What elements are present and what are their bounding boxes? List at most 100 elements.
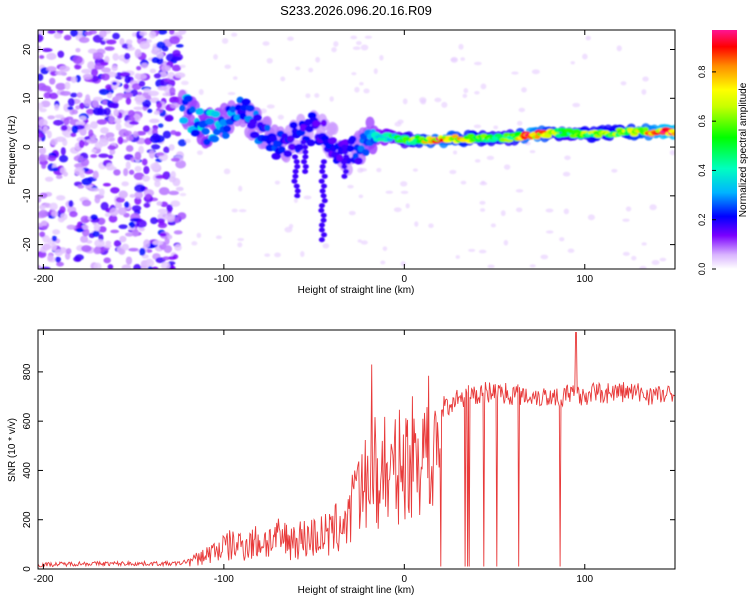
- heatmap-noise-cell: [110, 229, 120, 234]
- heatmap-y-tick-label: 0: [22, 144, 33, 150]
- heatmap-noise-cell: [84, 184, 94, 189]
- heatmap-noise-cell: [191, 241, 198, 246]
- heatmap-noise-cell: [49, 202, 58, 211]
- heatmap-noise-cell: [360, 44, 369, 51]
- heatmap-noise-cell: [78, 115, 87, 121]
- snr-y-axis-label: SNR (10 * v/v): [7, 418, 18, 482]
- heatmap-ridge-cell: [321, 198, 328, 204]
- heatmap-noise-cell: [71, 125, 79, 134]
- heatmap-noise-cell: [163, 146, 170, 154]
- heatmap-noise-cell: [196, 150, 203, 155]
- colorbar-label: Normalized spectral amplitude: [738, 82, 749, 217]
- heatmap-noise-cell: [102, 182, 111, 187]
- heatmap-noise-cell: [123, 168, 129, 177]
- heatmap-noise-cell: [428, 223, 434, 229]
- heatmap-noise-cell: [162, 92, 171, 97]
- heatmap-noise-cell: [379, 54, 384, 61]
- heatmap-ridge-cell: [264, 124, 271, 132]
- heatmap-noise-cell: [94, 239, 105, 248]
- heatmap-noise-cell: [85, 94, 91, 102]
- heatmap-noise-cell: [54, 104, 60, 111]
- heatmap-noise-cell: [38, 196, 42, 203]
- heatmap-noise-cell: [169, 87, 176, 95]
- heatmap-noise-cell: [103, 244, 112, 249]
- heatmap-noise-cell: [493, 125, 499, 130]
- heatmap-noise-cell: [60, 147, 66, 156]
- heatmap-noise-cell: [172, 49, 181, 57]
- heatmap-noise-cell: [125, 39, 133, 45]
- heatmap-noise-cell: [146, 95, 152, 101]
- heatmap-noise-cell: [649, 204, 657, 211]
- heatmap-noise-cell: [515, 207, 523, 213]
- heatmap-noise-cell: [119, 38, 125, 46]
- heatmap-noise-cell: [117, 136, 124, 145]
- heatmap-noise-cell: [80, 235, 89, 243]
- heatmap-noise-cell: [175, 43, 184, 48]
- heatmap-noise-cell: [515, 189, 524, 193]
- heatmap-y-tick-label: -10: [22, 188, 33, 203]
- heatmap-noise-cell: [54, 249, 64, 257]
- heatmap-noise-cell: [174, 244, 182, 252]
- heatmap-ridge-cell: [233, 113, 241, 121]
- heatmap-noise-cell: [131, 32, 137, 37]
- heatmap-noise-cell: [151, 133, 160, 141]
- heatmap-noise-cell: [458, 43, 464, 50]
- heatmap-noise-cell: [75, 47, 81, 53]
- heatmap-noise-cell: [149, 68, 157, 74]
- heatmap-noise-cell: [63, 34, 72, 41]
- heatmap-noise-cell: [529, 150, 536, 154]
- heatmap-noise-cell: [134, 184, 146, 193]
- heatmap-noise-cell: [157, 222, 168, 229]
- heatmap-noise-cell: [125, 256, 133, 265]
- heatmap-noise-cell: [639, 265, 647, 269]
- colorbar-tick-label: 0.8: [697, 66, 707, 79]
- snr-x-axis-label: Height of straight line (km): [298, 585, 415, 596]
- heatmap-noise-cell: [529, 264, 536, 268]
- heatmap-noise-cell: [105, 84, 113, 91]
- heatmap-ridge-cell: [354, 157, 363, 165]
- heatmap-noise-cell: [80, 158, 90, 167]
- heatmap-noise-cell: [81, 245, 92, 253]
- heatmap-noise-cell: [38, 156, 46, 162]
- heatmap-noise-cell: [651, 259, 660, 266]
- heatmap-noise-cell: [94, 195, 101, 204]
- heatmap-noise-cell: [121, 243, 129, 251]
- heatmap-noise-cell: [227, 92, 236, 96]
- heatmap-noise-cell: [159, 232, 167, 237]
- heatmap-noise-cell: [177, 212, 187, 220]
- heatmap-noise-cell: [118, 224, 128, 229]
- heatmap-ridge-cell: [294, 164, 301, 170]
- heatmap-ridge-cell: [302, 168, 309, 174]
- heatmap-noise-cell: [441, 101, 448, 108]
- heatmap-noise-cell: [92, 230, 100, 237]
- heatmap-ridge-cell: [301, 159, 308, 165]
- heatmap-noise-cell: [198, 89, 204, 95]
- heatmap-noise-cell: [67, 98, 75, 107]
- heatmap-noise-cell: [138, 80, 146, 87]
- heatmap-noise-cell: [51, 210, 58, 218]
- heatmap-noise-cell: [400, 190, 409, 194]
- heatmap-ridge-cell: [253, 114, 262, 122]
- heatmap-noise-cell: [224, 64, 231, 69]
- heatmap-noise-cell: [63, 117, 70, 126]
- heatmap-noise-cell: [38, 30, 45, 35]
- heatmap-noise-cell: [55, 136, 66, 143]
- heatmap-noise-cell: [75, 257, 82, 262]
- snr-x-tick-label: -200: [33, 574, 53, 585]
- heatmap-noise-cell: [47, 30, 56, 34]
- heatmap-noise-cell: [641, 242, 647, 246]
- heatmap-noise-cell: [94, 141, 103, 149]
- heatmap-noise-cell: [215, 235, 222, 240]
- heatmap-noise-cell: [174, 216, 180, 224]
- heatmap-noise-cell: [113, 240, 122, 247]
- heatmap-ridge-cell: [320, 212, 327, 218]
- heatmap-noise-cell: [175, 160, 187, 169]
- heatmap-noise-cell: [134, 151, 142, 160]
- heatmap-ridge-cell: [294, 143, 304, 151]
- heatmap-noise-cell: [625, 206, 632, 212]
- heatmap-noise-cell: [139, 247, 146, 256]
- heatmap-noise-cell: [121, 264, 132, 269]
- heatmap-noise-cell: [169, 30, 175, 35]
- heatmap-noise-cell: [157, 85, 168, 91]
